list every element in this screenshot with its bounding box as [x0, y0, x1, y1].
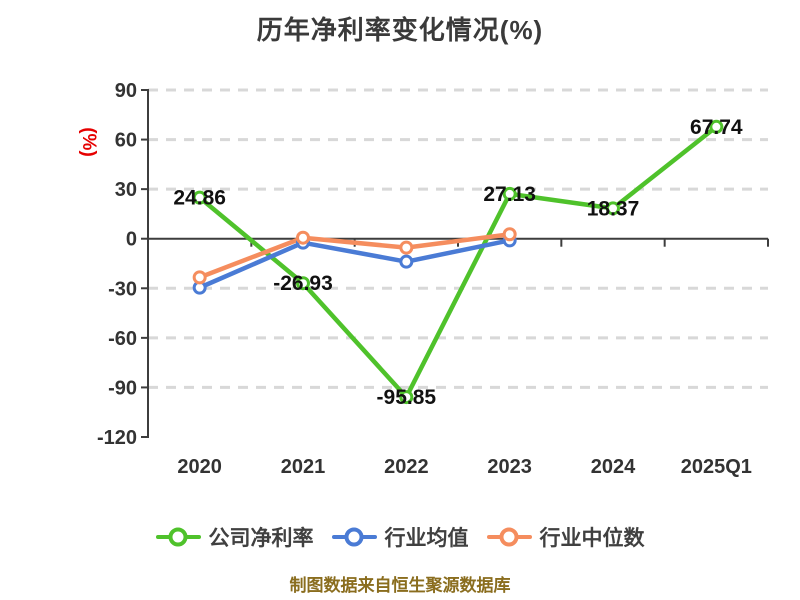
legend: 公司净利率 行业均值 行业中位数 — [0, 520, 800, 554]
data-point[interactable] — [296, 230, 310, 245]
legend-item[interactable]: 行业均值 — [331, 522, 469, 552]
data-point[interactable] — [606, 201, 620, 216]
data-label: -26.93 — [273, 272, 333, 295]
y-axis-tick-label: -30 — [108, 278, 137, 300]
y-axis-tick-label: -90 — [108, 377, 137, 399]
data-point[interactable] — [296, 276, 310, 291]
chart-title: 历年净利率变化情况(%) — [256, 15, 544, 45]
data-label: -95.85 — [377, 386, 437, 409]
data-point[interactable] — [502, 186, 517, 201]
series-line — [197, 238, 512, 290]
y-axis-tick-label: 90 — [115, 80, 137, 102]
legend-dot-icon — [344, 527, 364, 547]
series-line — [197, 124, 719, 400]
x-axis-label: 2021 — [281, 456, 326, 478]
data-point[interactable] — [192, 270, 207, 285]
y-axis-tick-label: -60 — [108, 328, 137, 350]
x-axis-label: 2023 — [487, 456, 532, 478]
y-axis-tick-label: -120 — [97, 427, 137, 449]
data-label: 18.37 — [587, 197, 640, 220]
data-point[interactable] — [192, 190, 207, 205]
legend-marker-icon — [155, 527, 201, 547]
data-label: 67.74 — [690, 116, 743, 139]
x-axis-label: 2020 — [177, 456, 222, 478]
data-label: 24.86 — [173, 187, 226, 210]
data-point[interactable] — [399, 254, 414, 269]
legend-marker-icon — [331, 527, 377, 547]
data-point[interactable] — [399, 240, 414, 255]
legend-item[interactable]: 公司净利率 — [155, 522, 314, 552]
legend-item[interactable]: 行业中位数 — [486, 522, 645, 552]
data-label: 27.13 — [483, 183, 536, 206]
data-source-note: 制图数据来自恒生聚源数据库 — [289, 576, 511, 595]
data-point[interactable] — [502, 227, 517, 242]
legend-marker-icon — [486, 527, 532, 547]
legend-dot-icon — [499, 527, 519, 547]
legend-label: 行业中位数 — [539, 527, 645, 550]
x-axis-label: 2022 — [384, 456, 429, 478]
x-axis-label: 2025Q1 — [681, 456, 752, 478]
y-axis-tick-label: 60 — [115, 130, 137, 152]
y-axis-tick-label: 30 — [115, 179, 137, 201]
data-point[interactable] — [399, 390, 414, 405]
x-axis-label: 2024 — [591, 456, 636, 478]
legend-label: 行业均值 — [384, 527, 469, 550]
data-point[interactable] — [709, 119, 724, 134]
legend-label: 公司净利率 — [208, 527, 314, 550]
y-axis-tick-label: 0 — [126, 229, 137, 251]
legend-dot-icon — [168, 527, 188, 547]
series-line — [197, 232, 512, 280]
